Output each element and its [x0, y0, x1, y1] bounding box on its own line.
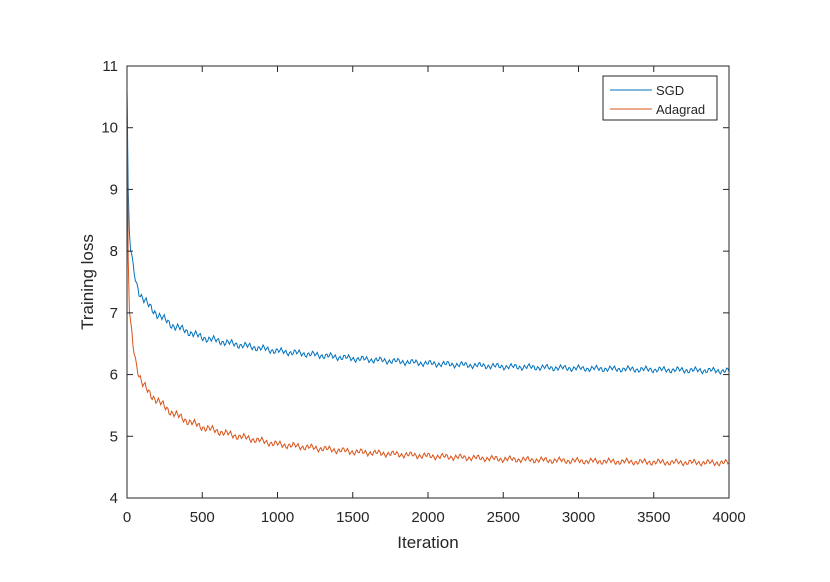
y-tick-label: 4: [110, 490, 118, 507]
x-axis-ticks: 0 500 1000 1500 2000 2500 3000 3500 4000: [123, 66, 746, 526]
y-tick-label: 11: [102, 58, 118, 75]
y-tick-label: 10: [101, 120, 118, 137]
x-tick-label: 2000: [411, 509, 444, 526]
x-tick-label: 3500: [637, 509, 670, 526]
y-tick-label: 5: [110, 428, 118, 445]
x-tick-label: 3000: [562, 509, 595, 526]
y-axis-label: Training loss: [78, 234, 97, 330]
x-tick-label: 500: [190, 509, 215, 526]
x-axis-label: Iteration: [397, 533, 458, 552]
y-tick-label: 7: [110, 305, 118, 322]
legend-label-adagrad: Adagrad: [656, 102, 705, 117]
y-tick-label: 8: [110, 243, 118, 260]
x-tick-label: 2500: [487, 509, 520, 526]
x-tick-label: 1000: [261, 509, 294, 526]
x-tick-label: 4000: [712, 509, 745, 526]
plot-area: [127, 66, 729, 498]
y-tick-label: 6: [110, 367, 118, 384]
y-axis-ticks: 4 5 6 7 8 9 10 11: [101, 58, 729, 507]
series-lines: [126, 90, 730, 467]
x-tick-label: 1500: [336, 509, 369, 526]
y-tick-label: 9: [110, 181, 118, 198]
legend: SGD Adagrad: [602, 75, 718, 121]
series-line-sgd: [126, 90, 730, 375]
legend-box: [602, 75, 718, 121]
x-tick-label: 0: [123, 509, 131, 526]
series-line-adagrad: [126, 90, 730, 467]
legend-label-sgd: SGD: [656, 83, 684, 98]
